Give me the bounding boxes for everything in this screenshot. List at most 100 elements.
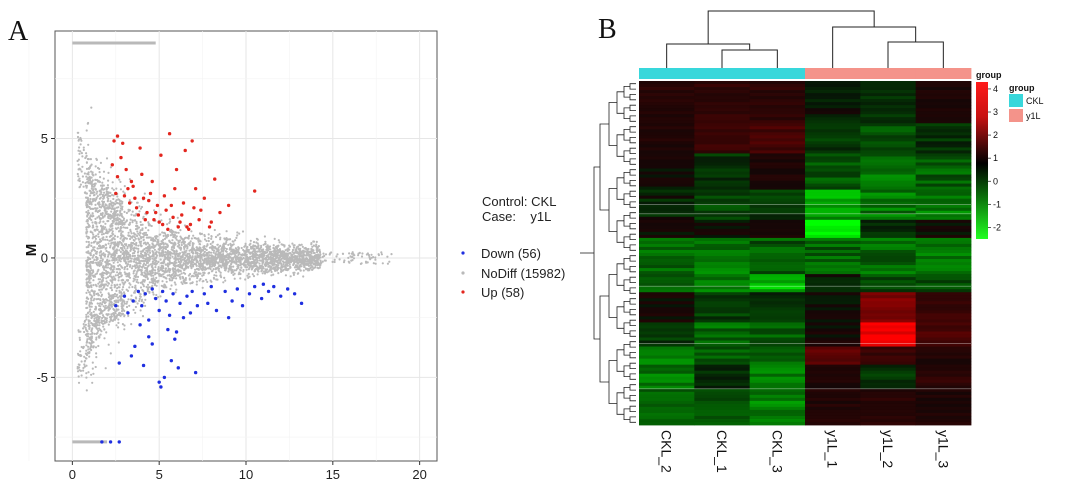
- heatmap-cell: [805, 268, 861, 272]
- heatmap-cell: [915, 316, 972, 320]
- heatmap-cell: [694, 231, 751, 236]
- heatmap-cell: [639, 144, 695, 148]
- heatmap-cell: [805, 114, 861, 118]
- heatmap-cell: [915, 144, 972, 148]
- heatmap-cell: [915, 111, 972, 115]
- down-point: [206, 301, 210, 306]
- heatmap-cell: [639, 382, 695, 387]
- heatmap-cell: [860, 418, 917, 423]
- down-point: [157, 380, 161, 384]
- heatmap-cell: [915, 201, 972, 206]
- heatmap-cell: [694, 162, 751, 166]
- heatmap-cell: [749, 105, 806, 109]
- heatmap-cell: [694, 165, 751, 169]
- heatmap-cell: [639, 135, 695, 139]
- heatmap-cell: [694, 367, 751, 372]
- legend-down-label: Down (56): [481, 246, 541, 261]
- heatmap-cell: [639, 289, 695, 293]
- heatmap-cell: [749, 283, 806, 287]
- heatmap-cell: [694, 87, 751, 91]
- heatmap-cell: [915, 192, 972, 197]
- heatmap-cells: [639, 81, 972, 426]
- down-point: [272, 284, 276, 289]
- heatmap-cell: [805, 388, 861, 393]
- heatmap-cell: [694, 204, 751, 209]
- down-point: [167, 313, 172, 317]
- heatmap-cell: [805, 90, 861, 94]
- colorbar-tick-label: -2: [993, 222, 1001, 232]
- heatmap-cell: [860, 84, 917, 88]
- heatmap-cell: [860, 370, 917, 375]
- down-point: [247, 292, 252, 296]
- heatmap-cell: [639, 412, 695, 417]
- heatmap-cell: [749, 382, 806, 387]
- heatmap-cell: [749, 316, 806, 320]
- down-point: [162, 375, 167, 380]
- column-label: y1L_3: [935, 430, 951, 468]
- down-point: [214, 308, 219, 313]
- heatmap-cell: [860, 358, 917, 363]
- group-legend: group CKL y1L: [1009, 83, 1044, 122]
- heatmap-cell: [694, 90, 751, 94]
- heatmap-cell: [805, 159, 861, 163]
- heatmap-cell: [749, 90, 806, 94]
- heatmap-cell: [860, 415, 917, 420]
- group-cell-ckl: [639, 68, 695, 79]
- heatmap-cell: [749, 307, 806, 311]
- down-point: [223, 289, 227, 294]
- heatmap-cell: [694, 358, 751, 363]
- heatmap-cell: [915, 370, 972, 375]
- heatmap-cell: [860, 90, 917, 94]
- heatmap-cell: [639, 129, 695, 133]
- up-point: [188, 222, 193, 227]
- x-axis-ticks: 0 5 10 15 20: [69, 461, 427, 482]
- heatmap-cell: [915, 228, 972, 233]
- heatmap-cell: [639, 243, 695, 248]
- heatmap-cell: [749, 418, 806, 423]
- heatmap-cell: [805, 376, 861, 381]
- heatmap-cell: [915, 400, 972, 405]
- group-legend-ckl-swatch: [1009, 94, 1023, 107]
- heatmap-cell: [860, 325, 917, 329]
- up-point: [173, 186, 177, 191]
- heatmap-cell: [639, 81, 695, 85]
- heatmap-cell: [860, 144, 917, 148]
- down-point: [285, 287, 290, 291]
- heatmap-cell: [639, 93, 695, 97]
- heatmap-cell: [915, 319, 972, 323]
- heatmap-cell: [805, 216, 861, 221]
- heatmap-cell: [860, 114, 917, 118]
- heatmap-cell: [694, 150, 751, 154]
- heatmap-cell: [860, 99, 917, 103]
- heatmap-cell: [749, 403, 806, 408]
- heatmap-cell: [694, 280, 751, 284]
- heatmap-cell: [805, 102, 861, 106]
- up-point: [187, 227, 191, 231]
- heatmap-cell: [860, 243, 917, 248]
- heatmap-cell: [915, 93, 972, 97]
- heatmap-cell: [915, 328, 972, 332]
- heatmap-cell: [805, 412, 861, 417]
- heatmap-cell: [915, 415, 972, 420]
- heatmap-cell: [749, 135, 806, 139]
- heatmap-cell: [805, 286, 861, 290]
- heatmap-cell: [915, 189, 972, 194]
- heatmap-cell: [860, 304, 917, 308]
- heatmap-cell: [694, 283, 751, 287]
- up-point: [183, 148, 187, 153]
- heatmap-cell: [915, 249, 972, 254]
- heatmap-cell: [639, 316, 695, 320]
- heatmap-cell: [860, 256, 917, 260]
- down-point: [279, 294, 283, 298]
- heatmap-cell: [749, 313, 806, 317]
- heatmap-cell: [694, 316, 751, 320]
- heatmap-cell: [860, 186, 917, 191]
- heatmap-cell: [749, 262, 806, 266]
- heatmap-cell: [639, 123, 695, 127]
- heatmap-cell: [694, 364, 751, 369]
- heatmap-cell: [860, 207, 917, 212]
- heatmap-cell: [749, 268, 806, 272]
- heatmap-cell: [915, 313, 972, 317]
- up-point: [207, 225, 212, 229]
- heatmap-cell: [749, 265, 806, 269]
